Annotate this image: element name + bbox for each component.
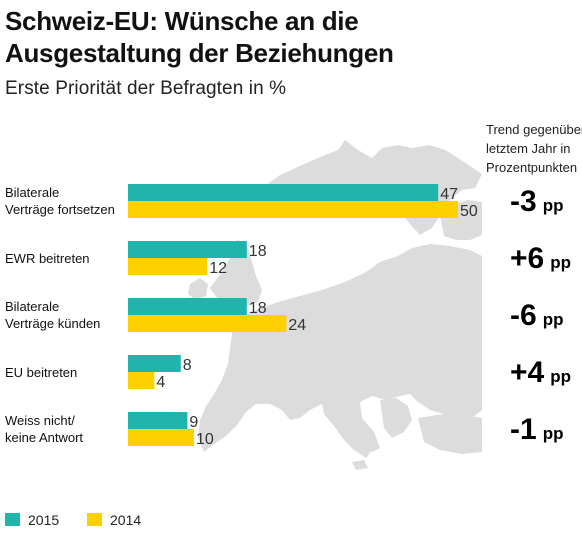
value-label-2014: 24 (288, 317, 306, 334)
bar-2015 (128, 412, 188, 429)
bar-2014 (128, 372, 155, 389)
chart-subtitle: Erste Priorität der Befragten in % (5, 78, 287, 99)
legend-swatch-2015 (5, 513, 20, 526)
balkan-shape (380, 398, 412, 438)
ireland-shape (188, 278, 208, 300)
bar-2015 (128, 241, 247, 258)
trend-value: -6 pp (510, 299, 563, 332)
value-label-2014: 12 (209, 260, 227, 277)
category-label: Bilaterale Verträge fortsetzen (5, 185, 115, 217)
value-label-2015: 9 (189, 414, 198, 431)
bar-2014 (128, 429, 194, 446)
trend-value: -1 pp (510, 413, 563, 446)
value-label-2015: 8 (183, 357, 192, 374)
italy-shape (322, 404, 372, 458)
trend-value: +4 pp (510, 356, 571, 389)
value-label-2014: 4 (156, 374, 165, 391)
bar-2015 (128, 355, 181, 372)
value-label-2014: 10 (196, 431, 214, 448)
bar-2014 (128, 258, 208, 275)
legend-label-2014: 2014 (110, 512, 142, 528)
category-label: EWR beitreten (5, 251, 90, 266)
value-label-2014: 50 (460, 203, 478, 220)
bar-2015 (128, 184, 439, 201)
bar-2014 (128, 315, 287, 332)
category-label: Weiss nicht/keine Antwort (5, 413, 83, 445)
continental-europe-shape (198, 244, 482, 452)
chart-title: Schweiz-EU: Wünsche an die Ausgestaltung… (5, 6, 394, 68)
category-label: EU beitreten (5, 365, 77, 380)
value-label-2015: 47 (440, 186, 458, 203)
value-label-2015: 18 (249, 243, 267, 260)
trend-column-header: Trend gegenüber letztem Jahr in Prozentp… (486, 122, 582, 175)
trend-value: +6 pp (510, 242, 571, 275)
turkey-shape (418, 414, 482, 454)
legend-label-2015: 2015 (28, 512, 60, 528)
trend-value: -3 pp (510, 185, 563, 218)
sicily-shape (352, 460, 368, 470)
category-label: Bilaterale Verträge künden (5, 299, 100, 331)
bar-2015 (128, 298, 247, 315)
legend-swatch-2014 (87, 513, 102, 526)
uk-shape (210, 240, 262, 306)
value-label-2015: 18 (249, 300, 267, 317)
bar-2014 (128, 201, 458, 218)
